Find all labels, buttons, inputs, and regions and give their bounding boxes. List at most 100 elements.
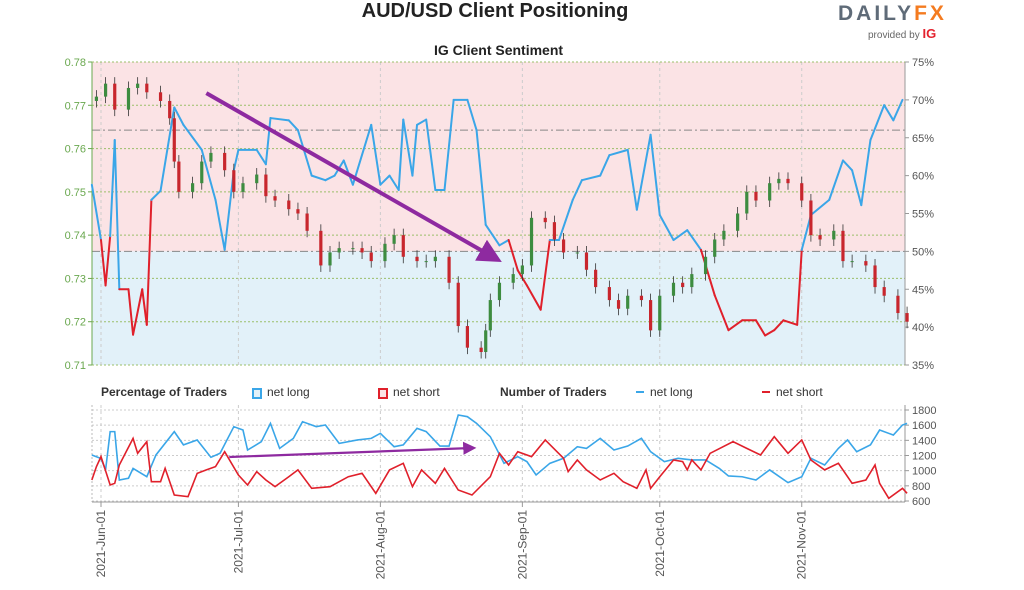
sentiment-segment — [466, 98, 478, 132]
legend-pct-title-text: Percentage of Traders — [101, 385, 228, 399]
sentiment-segment — [809, 198, 831, 217]
sentiment-segment — [475, 129, 487, 226]
candle-body — [497, 282, 502, 301]
legend-pct-short[interactable]: net short — [378, 385, 440, 399]
candle-body — [94, 96, 99, 101]
legend-pct-title: Percentage of Traders — [101, 385, 227, 399]
candle-body — [337, 248, 341, 253]
sentiment-segment — [310, 174, 327, 182]
candle-body — [255, 174, 259, 184]
candle-body — [639, 295, 644, 301]
sentiment-segment — [649, 133, 661, 217]
chart-title: AUD/USD Client Positioning — [361, 0, 629, 22]
sentiment-segment — [658, 214, 675, 242]
candle-body — [433, 256, 437, 262]
candle-body — [424, 261, 428, 263]
sentiment-segment — [571, 179, 583, 201]
sentiment-segment — [869, 104, 886, 142]
candle-body — [200, 161, 204, 184]
count-tick-label: 800 — [912, 481, 930, 493]
sentiment-segment — [828, 159, 844, 201]
sentiment-segment — [200, 148, 217, 201]
sentiment-segment — [507, 239, 519, 272]
candle-body — [703, 256, 708, 275]
candle-body — [520, 265, 524, 275]
candle-body — [607, 287, 611, 301]
candle-body — [786, 178, 790, 184]
sentiment-segment — [713, 294, 730, 332]
count-tick-label: 1800 — [912, 405, 936, 417]
candle-body — [223, 152, 227, 171]
legend-dash-short-icon — [762, 391, 770, 393]
candle-body — [905, 313, 909, 322]
candle-body — [713, 239, 717, 257]
candle-body — [209, 152, 213, 162]
sentiment-segment — [109, 139, 116, 238]
count-line-net-short — [91, 435, 908, 500]
sentiment-segment — [100, 239, 107, 287]
sentiment-segment — [883, 104, 895, 122]
dailyfx-logo: DAILYFX provided by IG — [838, 2, 958, 41]
candle-body — [287, 200, 291, 210]
pct-tick-label: 60% — [912, 171, 934, 183]
candle-body — [690, 274, 694, 288]
candle-body — [616, 300, 621, 309]
sentiment-segment — [388, 174, 400, 192]
date-tick-label: 2021-Nov-01 — [795, 510, 809, 580]
price-tick-label: 0.75 — [65, 187, 86, 199]
sentiment-segment — [402, 118, 414, 177]
legend-num-title-text: Number of Traders — [500, 385, 607, 399]
count-tick-label: 1200 — [912, 451, 936, 463]
sentiment-segment — [860, 139, 872, 207]
candle-body — [241, 183, 245, 192]
candle-body — [296, 209, 300, 214]
candle-body — [369, 252, 373, 262]
legend-num-short[interactable]: net short — [762, 385, 823, 399]
sentiment-segment — [182, 123, 203, 151]
candle-body — [456, 282, 460, 327]
sentiment-segment — [214, 198, 226, 251]
candle-body — [360, 248, 364, 253]
candle-body — [584, 252, 589, 270]
legend-num-long-text: net long — [650, 385, 693, 399]
sentiment-segment — [851, 169, 863, 207]
candle-body — [809, 200, 813, 236]
price-tick-label: 0.74 — [65, 230, 86, 242]
candle-body — [575, 252, 579, 254]
sentiment-segment — [370, 123, 382, 186]
legend-num-short-text: net short — [776, 385, 823, 399]
legend-pct-long-text: net long — [267, 385, 310, 399]
legend-dash-long-icon — [636, 391, 644, 393]
legend-pct-long[interactable]: net long — [252, 385, 310, 399]
candle-body — [465, 326, 469, 348]
sentiment-segment — [127, 288, 135, 336]
date-tick-label: 2021-Jul-01 — [231, 510, 245, 574]
price-tick-label: 0.77 — [65, 100, 86, 112]
sentiment-segment — [113, 139, 121, 291]
sentiment-segment — [773, 319, 785, 332]
candle-body — [626, 295, 630, 309]
candle-body — [232, 170, 236, 192]
sentiment-segment — [425, 118, 437, 192]
pct-tick-label: 35% — [912, 360, 934, 372]
sentiment-segment — [599, 154, 611, 177]
sentiment-subtitle: IG Client Sentiment — [433, 42, 564, 58]
candle-body — [126, 87, 131, 110]
candle-body — [319, 230, 323, 266]
candle-body — [561, 239, 566, 253]
candle-body — [800, 183, 804, 201]
candle-body — [850, 261, 854, 263]
pct-tick-label: 55% — [912, 209, 934, 221]
candle-body — [136, 83, 140, 88]
candle-body — [736, 213, 740, 231]
candle-body — [832, 230, 836, 240]
sentiment-segment — [892, 98, 904, 122]
count-tick-label: 1400 — [912, 435, 936, 447]
sentiment-segment — [727, 319, 744, 332]
candle-body — [529, 217, 534, 266]
legend-box-long-icon — [252, 388, 262, 399]
candle-body — [103, 83, 108, 97]
sentiment-segment — [173, 106, 185, 126]
sentiment-segment — [525, 284, 542, 311]
legend-num-long[interactable]: net long — [636, 385, 693, 399]
